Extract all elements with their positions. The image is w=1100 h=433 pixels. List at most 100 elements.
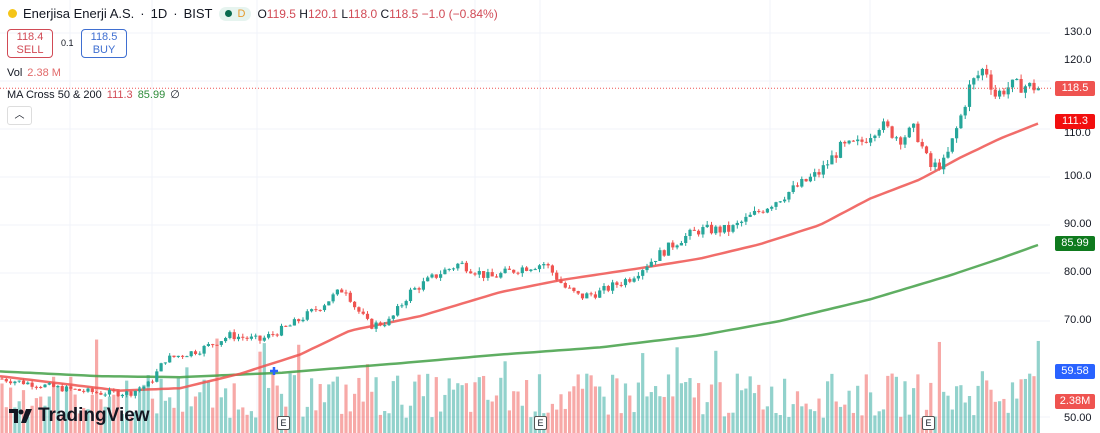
candle-body <box>1015 79 1019 81</box>
candle-body <box>679 242 683 246</box>
candle-body <box>718 226 722 233</box>
volume-bar <box>305 406 309 433</box>
volume-bar <box>112 394 116 433</box>
volume-bar <box>529 417 533 433</box>
collapse-legend-button[interactable]: ︿ <box>7 106 32 125</box>
earnings-marker[interactable]: E <box>534 416 547 430</box>
volume-bar <box>899 416 903 433</box>
volume-bar <box>0 383 4 433</box>
candle-body <box>735 222 739 226</box>
candle-body <box>830 155 834 165</box>
candle-body <box>275 334 279 336</box>
ma-cross-legend[interactable]: MA Cross 50 & 200 111.3 85.99 ∅ <box>7 89 180 101</box>
volume-bar <box>365 364 370 433</box>
buy-button[interactable]: 118.5 BUY <box>81 29 127 58</box>
candle-body <box>838 141 843 158</box>
volume-bar <box>417 374 421 433</box>
volume-legend[interactable]: Vol 2.38 M <box>7 67 61 79</box>
change-value: −1.0 (−0.84%) <box>421 6 498 21</box>
volume-bar <box>473 382 477 433</box>
earnings-marker[interactable]: E <box>277 416 290 430</box>
volume-bar <box>916 374 920 433</box>
volume-bar <box>301 416 305 433</box>
volume-bar <box>353 393 357 433</box>
ma-cross-marker-icon <box>270 367 278 376</box>
status-badge[interactable]: D <box>218 6 252 21</box>
candle-body <box>628 279 632 282</box>
candle-body <box>125 391 129 395</box>
spread: 0.1 <box>61 38 74 48</box>
candle-body <box>542 264 546 266</box>
volume-bar <box>632 412 636 433</box>
candle-body <box>490 272 494 277</box>
candle-body <box>632 278 636 282</box>
volume-bar <box>662 396 666 433</box>
earnings-marker[interactable]: E <box>922 416 935 430</box>
candle-body <box>378 322 382 326</box>
volume-bar <box>494 395 499 433</box>
interval[interactable]: 1D <box>150 6 168 21</box>
candle-body <box>649 261 653 267</box>
volume-bar <box>800 406 804 433</box>
candle-body <box>985 68 989 75</box>
volume-bar <box>869 392 873 433</box>
volume-bar <box>705 402 709 433</box>
y-tick-label: 110.0 <box>1064 127 1091 139</box>
sell-button[interactable]: 118.4 SELL <box>7 29 53 58</box>
candle-body <box>967 84 972 107</box>
candle-body <box>318 309 322 311</box>
candle-body <box>615 282 619 285</box>
volume-bar <box>572 386 576 433</box>
volume-bar <box>838 406 843 433</box>
live-dot-icon <box>224 10 232 17</box>
volume-bar <box>193 396 198 433</box>
volume-bar <box>912 388 916 433</box>
symbol-name[interactable]: Enerjisa Enerji A.S. <box>23 6 135 21</box>
volume-bar <box>60 415 64 433</box>
volume-bar <box>47 396 51 433</box>
volume-bar <box>877 411 881 433</box>
tradingview-logo[interactable]: TradingView <box>9 405 150 427</box>
ma50-line <box>0 122 1039 392</box>
volume-bar <box>357 377 361 433</box>
candle-body <box>701 227 705 235</box>
volume-bar <box>727 412 731 433</box>
candle-body <box>959 115 963 129</box>
candle-body <box>722 224 726 233</box>
volume-bar <box>864 374 868 433</box>
candle-body <box>572 287 576 292</box>
candle-body <box>533 269 537 271</box>
market-status-icon <box>8 9 17 18</box>
candle-body <box>34 386 38 388</box>
candle-body <box>1006 87 1010 95</box>
candle-body <box>912 123 916 128</box>
volume-bar <box>421 396 425 433</box>
candle-body <box>795 185 800 187</box>
candle-body <box>413 288 417 290</box>
candle-body <box>258 335 262 341</box>
volume-bar <box>116 389 120 433</box>
candle-body <box>499 273 503 278</box>
candle-body <box>241 336 245 338</box>
candle-body <box>236 336 241 340</box>
volume-bar <box>77 413 81 433</box>
candle-body <box>877 130 881 136</box>
volume-bar <box>447 378 451 433</box>
volume-bar <box>34 398 38 433</box>
candle-body <box>658 250 662 261</box>
candle-body <box>821 165 825 175</box>
volume-bar <box>150 398 155 433</box>
candle-body <box>47 383 51 385</box>
volume-bar <box>774 413 778 433</box>
candle-body <box>933 162 937 168</box>
candle-body <box>731 225 735 232</box>
candle-body <box>688 229 692 236</box>
candle-body <box>675 245 679 248</box>
volume-bar <box>486 399 490 433</box>
volume-bar <box>507 410 511 433</box>
symbol-legend: Enerjisa Enerji A.S. · 1D · BIST D O119.5 … <box>8 6 498 21</box>
hidden-source-icon: ∅ <box>170 89 180 101</box>
volume-bar <box>985 380 989 433</box>
candle-body <box>873 135 877 139</box>
